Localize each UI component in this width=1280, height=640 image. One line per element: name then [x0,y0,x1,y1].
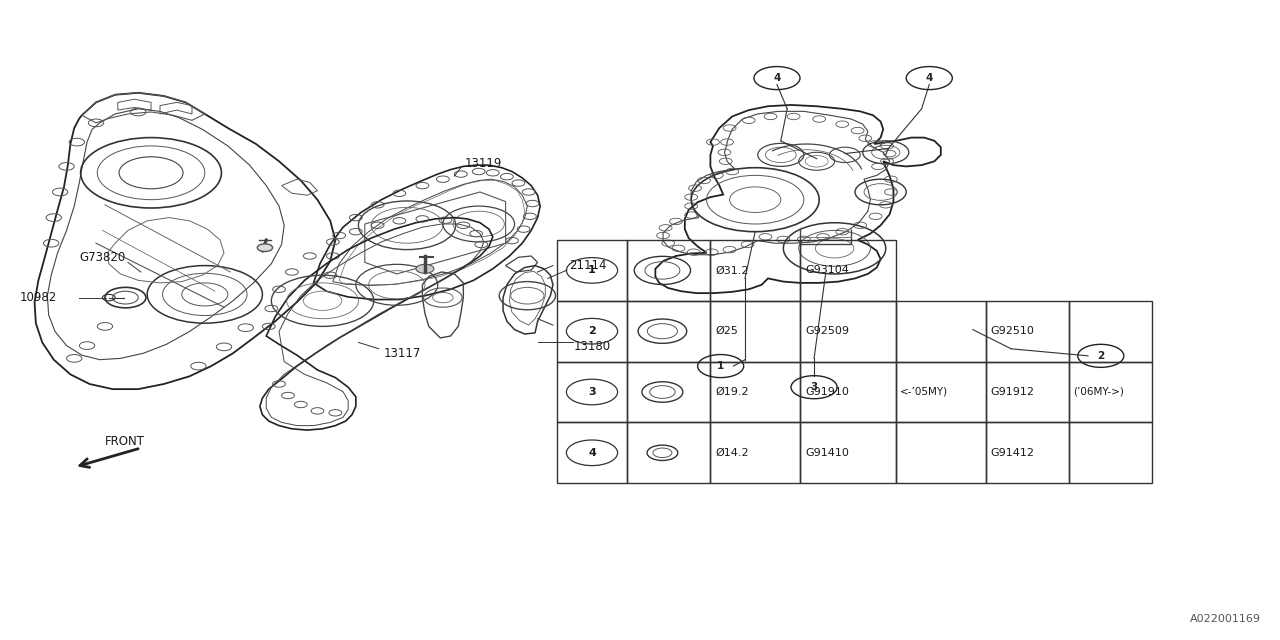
Bar [896,301,986,362]
Text: Ø19.2: Ø19.2 [716,387,749,397]
Text: G73820: G73820 [79,251,125,264]
Text: G93104: G93104 [805,266,849,275]
Bar [896,422,986,483]
Text: 1: 1 [588,266,596,275]
Bar [710,240,800,301]
Text: 1: 1 [717,361,724,371]
Bar [710,301,800,362]
Text: 13117: 13117 [384,347,421,360]
Bar [627,301,710,362]
Text: 4: 4 [773,73,781,83]
Circle shape [257,244,273,252]
Bar [710,362,800,422]
Bar [800,301,896,362]
Text: 2: 2 [1097,351,1105,361]
Bar [627,240,710,301]
Bar [1069,301,1152,362]
Bar [986,362,1069,422]
Bar [800,240,896,301]
Bar [986,422,1069,483]
Text: 13180: 13180 [573,340,611,353]
Bar [710,422,800,483]
Bar [1069,362,1152,422]
Bar [1069,422,1152,483]
Bar [896,362,986,422]
Bar [800,362,896,422]
Text: G92510: G92510 [991,326,1034,336]
Text: G91410: G91410 [805,448,849,458]
Text: 13119: 13119 [465,157,502,170]
Text: 3: 3 [810,382,818,392]
Text: 4: 4 [925,73,933,83]
Text: Ø31.2: Ø31.2 [716,266,749,275]
Bar [627,422,710,483]
Bar [557,240,627,301]
Text: <-’05MY): <-’05MY) [900,387,948,397]
Text: 2: 2 [588,326,596,336]
Bar [986,301,1069,362]
Bar [557,362,627,422]
Text: 10982: 10982 [19,291,56,304]
Text: 3: 3 [589,387,595,397]
Text: Ø14.2: Ø14.2 [716,448,749,458]
Text: Ø25: Ø25 [716,326,739,336]
Circle shape [416,264,434,273]
Bar [800,422,896,483]
Text: (’06MY->): (’06MY->) [1073,387,1124,397]
Bar [557,422,627,483]
Text: 4: 4 [588,448,596,458]
Bar [557,301,627,362]
Text: 21114: 21114 [570,259,607,272]
Bar [627,362,710,422]
Text: G91412: G91412 [991,448,1034,458]
Text: G92509: G92509 [805,326,849,336]
Text: G91912: G91912 [991,387,1034,397]
Text: FRONT: FRONT [105,435,145,448]
Text: G91910: G91910 [805,387,849,397]
Text: A022001169: A022001169 [1190,614,1261,624]
